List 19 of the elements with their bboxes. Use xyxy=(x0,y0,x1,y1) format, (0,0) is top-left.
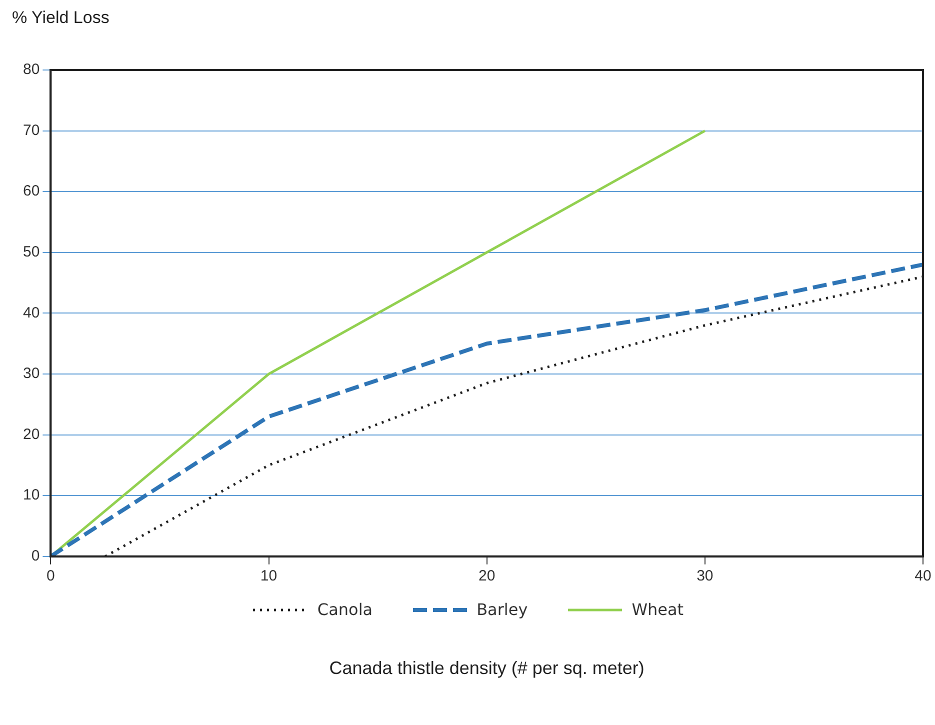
y-tick-label: 60 xyxy=(22,182,40,200)
y-tick-label: 30 xyxy=(22,365,40,382)
legend-label: Barley xyxy=(476,600,528,619)
y-tick-label: 20 xyxy=(22,426,40,443)
y-tick-label: 70 xyxy=(22,122,40,139)
y-tick-label: 40 xyxy=(22,304,40,322)
y-tick-label: 80 xyxy=(22,61,40,78)
x-tick-label: 10 xyxy=(260,568,278,585)
x-axis-title: Canada thistle density (# per sq. meter) xyxy=(329,658,644,678)
x-tick-label: 20 xyxy=(478,568,496,585)
x-tick-label: 30 xyxy=(696,568,714,585)
y-tick-label: 0 xyxy=(31,548,40,565)
y-axis-title: % Yield Loss xyxy=(12,8,110,28)
y-tick-label: 10 xyxy=(22,486,40,504)
legend-label: Wheat xyxy=(632,600,684,619)
x-tick-label: 40 xyxy=(914,568,932,585)
y-tick-label: 50 xyxy=(22,244,40,261)
x-tick-label: 0 xyxy=(46,568,55,585)
legend-label: Canola xyxy=(317,600,373,619)
